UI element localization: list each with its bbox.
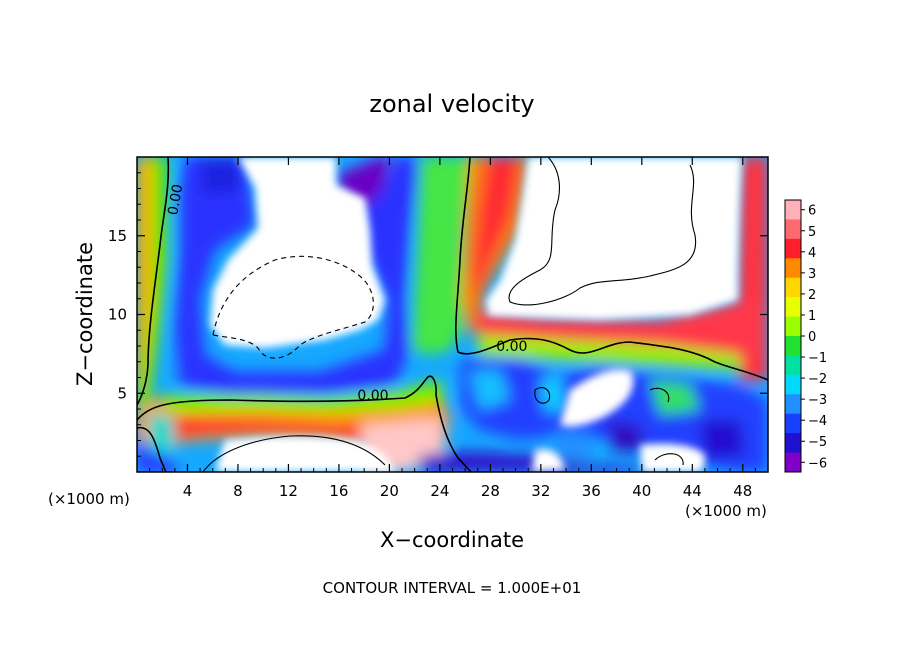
colorbar-segment — [785, 452, 801, 473]
colorbar-segment — [785, 413, 801, 434]
colorbar-tick-label: 5 — [808, 225, 816, 240]
contour-lines-fine — [202, 157, 697, 472]
contour-label: 0.00 — [496, 339, 527, 355]
x-unit-label-right: (×1000 m) — [685, 502, 767, 520]
colorbar-segment — [785, 200, 801, 220]
x-tick-label: 32 — [531, 482, 550, 500]
colorbar-tick-label: −2 — [808, 372, 827, 387]
negative-contour — [212, 255, 374, 359]
x-tick-label: 4 — [183, 482, 193, 500]
contour-lines — [137, 157, 768, 472]
colorbar-segment — [785, 355, 801, 376]
colorbar: 6 5 4 3 2 1 0 −1 −2 −3 −4 −5 −6 — [784, 199, 827, 473]
x-tick-label: 40 — [632, 482, 651, 500]
y-axis-title: Z−coordinate — [73, 242, 97, 386]
y-tick-label: 10 — [108, 306, 127, 324]
contour-interval-note: CONTOUR INTERVAL = 1.000E+01 — [323, 579, 582, 597]
colorbar-tick-label: −4 — [808, 414, 827, 429]
colorbar-segment — [785, 316, 801, 337]
colorbar-tick-label: 4 — [808, 246, 816, 261]
colorbar-tick-label: 2 — [808, 288, 816, 303]
colorbar-tick-label: 1 — [808, 309, 816, 324]
x-tick-label: 28 — [481, 482, 500, 500]
chart-title: zonal velocity — [369, 90, 534, 118]
colorbar-segment — [785, 433, 801, 454]
out-of-range-regions — [210, 157, 742, 472]
x-tick-label: 12 — [279, 482, 298, 500]
x-tick-label: 16 — [329, 482, 348, 500]
colorbar-segment — [785, 258, 801, 279]
x-axis-title: X−coordinate — [380, 528, 524, 552]
x-tick-label: 8 — [233, 482, 243, 500]
colorbar-segment — [785, 297, 801, 318]
velocity-field — [137, 157, 768, 472]
colorbar-segment — [785, 238, 801, 259]
x-tick-label: 20 — [380, 482, 399, 500]
y-axis: 5 10 15 — [108, 172, 768, 457]
colorbar-segment — [785, 394, 801, 415]
x-unit-label-left: (×1000 m) — [48, 490, 130, 508]
x-tick-label: 24 — [430, 482, 449, 500]
colorbar-segment — [785, 277, 801, 298]
contour-label: 0.00 — [165, 183, 186, 216]
x-tick-label: 36 — [582, 482, 601, 500]
colorbar-segment — [785, 374, 801, 395]
x-tick-label: 44 — [683, 482, 702, 500]
colorbar-segment — [785, 219, 801, 240]
colorbar-tick-label: 0 — [808, 330, 816, 345]
colorbar-tick-label: −5 — [808, 435, 827, 450]
y-tick-label: 5 — [117, 384, 127, 402]
field-color-layers — [137, 157, 768, 472]
colorbar-tick-label: −3 — [808, 393, 827, 408]
colorbar-tick-label: −1 — [808, 351, 827, 366]
colorbar-tick-label: 3 — [808, 267, 816, 282]
colorbar-segment — [785, 336, 801, 356]
colorbar-tick-label: 6 — [808, 204, 816, 219]
contour-label-layer: 0.00 0.00 0.00 — [165, 183, 527, 404]
x-tick-label: 48 — [733, 482, 752, 500]
colorbar-tick-label: −6 — [808, 456, 827, 471]
x-axis: 4 8 12 16 20 24 28 32 36 40 44 48 — [149, 157, 756, 500]
y-tick-label: 15 — [108, 227, 127, 245]
contour-label: 0.00 — [357, 388, 388, 404]
